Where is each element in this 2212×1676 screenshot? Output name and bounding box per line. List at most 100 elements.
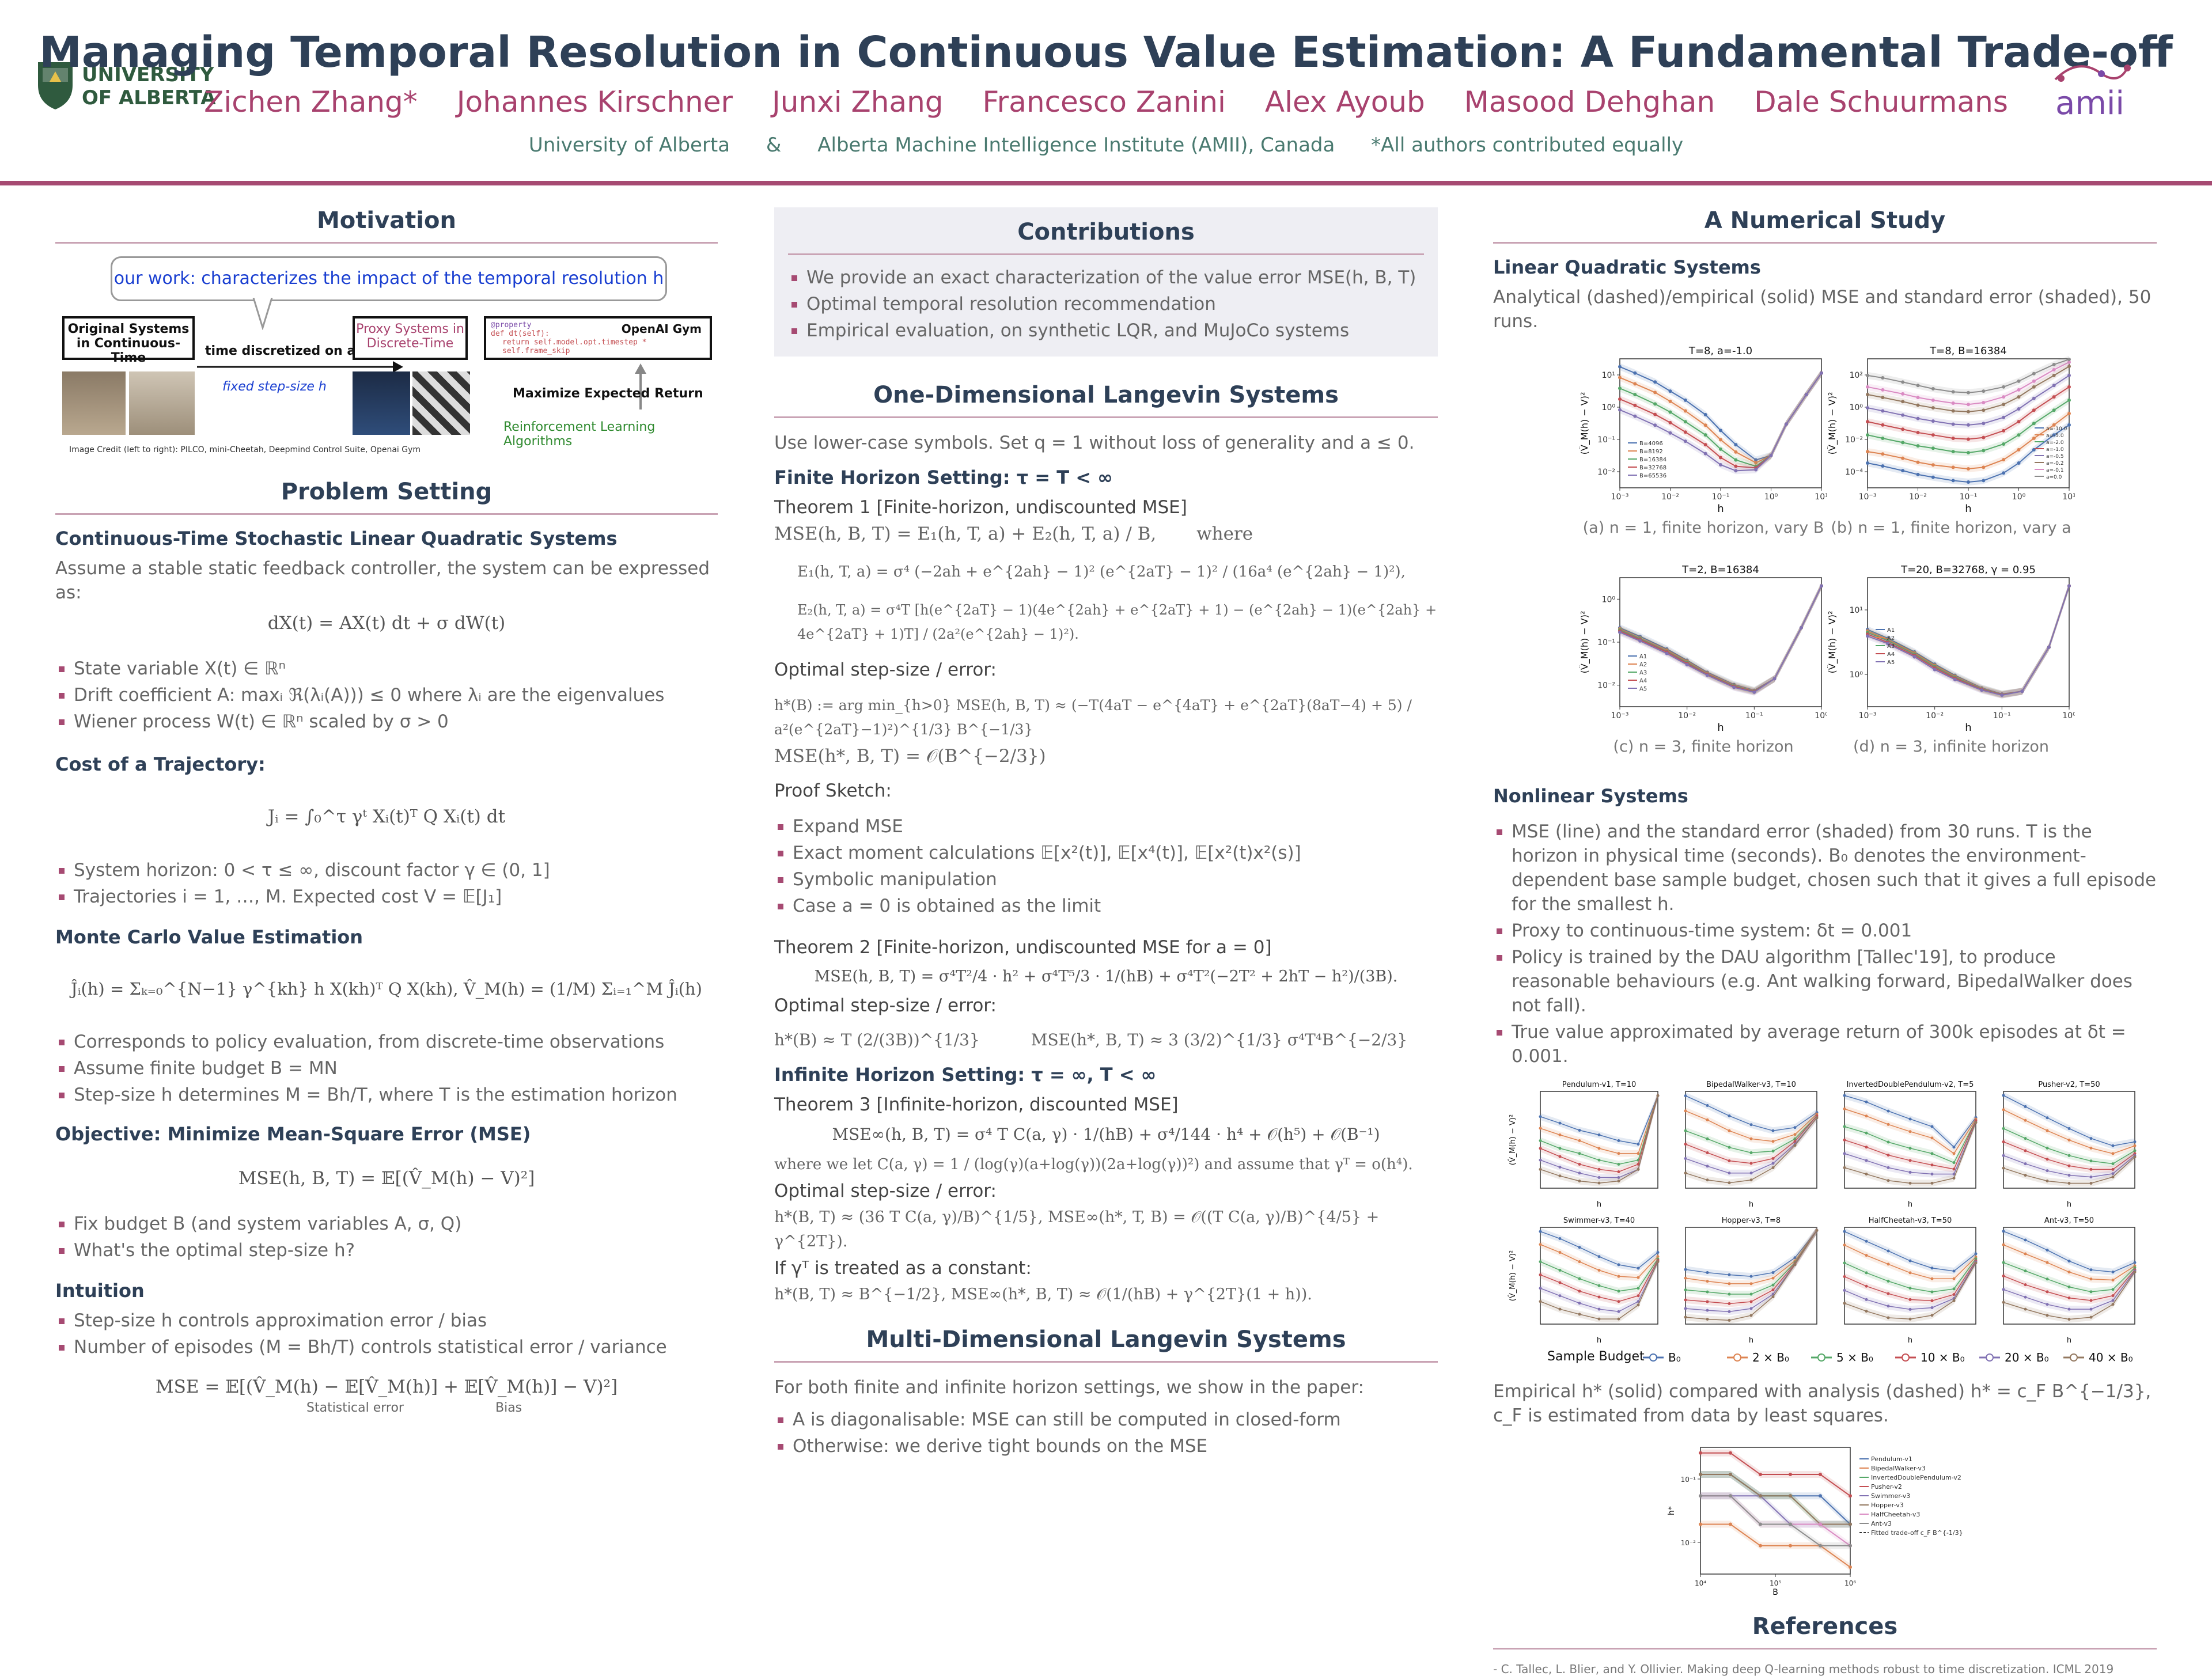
x-axis-label: B: [1772, 1588, 1778, 1597]
data-point: [1866, 461, 1869, 465]
series-band: [1540, 1258, 1658, 1315]
chart-a: T=8, a=-1.0 h (V̂_M(h) − V)² 10⁻³ 10⁻² 10⁻¹ 10…: [1580, 345, 1827, 514]
x-tick-label: 10⁻²: [1661, 492, 1679, 502]
data-point: [1578, 1277, 1581, 1280]
list-item: Optimal temporal resolution recommendati…: [788, 292, 1424, 316]
data-point: [1952, 1161, 1956, 1165]
legend-entry: B₀: [1668, 1351, 1681, 1364]
data-point: [1865, 1271, 1868, 1275]
chart-title: Swimmer-v3, T=40: [1563, 1216, 1635, 1225]
data-point: [2002, 385, 2006, 389]
chart-title: HalfCheetah-v3, T=50: [1869, 1216, 1952, 1225]
university-logo-text: UNIVERSITY OF ALBERTA: [82, 63, 216, 109]
data-point: [2017, 395, 2021, 399]
data-point: [1749, 1178, 1753, 1182]
objective-subtitle: Objective: Minimize Mean-Square Error (M…: [55, 1123, 531, 1145]
data-point: [1637, 1300, 1640, 1303]
data-point: [1539, 1243, 1542, 1246]
data-point: [1749, 1292, 1753, 1296]
data-point: [1684, 1109, 1687, 1113]
author-name: Zichen Zhang*: [204, 85, 418, 119]
data-point: [1539, 1147, 1542, 1150]
data-point: [1865, 1146, 1868, 1149]
x-tick-label: 10⁴: [1695, 1579, 1706, 1587]
data-point: [1916, 431, 1920, 435]
lqr-bullets: State variable X(t) ∈ ℝⁿ Drift coefficie…: [55, 657, 718, 734]
x-axis-label: h: [1597, 1200, 1601, 1209]
data-point: [1558, 1294, 1562, 1298]
data-point: [1578, 1313, 1581, 1316]
data-point: [2133, 1149, 2137, 1152]
multi-dim-intro: For both finite and infinite horizon set…: [774, 1377, 1364, 1398]
data-point: [1952, 1146, 1956, 1149]
data-point: [2024, 1137, 2027, 1140]
data-point: [1618, 376, 1622, 380]
series-band: [1685, 1107, 1817, 1145]
data-point: [1637, 1294, 1640, 1298]
data-point: [1916, 384, 1920, 388]
data-point: [1930, 1290, 1934, 1294]
data-point: [1952, 1177, 1956, 1180]
data-point: [1665, 651, 1669, 655]
data-point: [1578, 1152, 1581, 1155]
data-point: [1749, 1162, 1753, 1165]
data-point: [1887, 1305, 1890, 1308]
bias-variance-equation: MSE = 𝔼[(V̂_M(h) − 𝔼[V̂_M(h)] + 𝔼[V̂_M(h…: [155, 1377, 618, 1397]
data-point: [2020, 689, 2024, 693]
theorem-1-eq-1: MSE(h, B, T) = E₁(h, T, a) + E₂(h, T, a)…: [774, 522, 1438, 546]
legend-entry: A1: [1639, 654, 1647, 660]
intuition-subtitle: Intuition: [55, 1280, 145, 1302]
data-point: [1916, 416, 1920, 420]
data-point: [1719, 456, 1722, 460]
theorem-2-eq: MSE(h, B, T) = σ⁴T²/4 · h² + σ⁴T⁵/3 · 1/…: [814, 968, 1398, 985]
x-tick-label: 10⁻¹: [1712, 492, 1730, 502]
chart-title: T=2, B=16384: [1681, 564, 1759, 576]
data-point: [1578, 1171, 1581, 1175]
list-item: State variable X(t) ∈ ℝⁿ: [55, 657, 718, 681]
legend-entry: A4: [1887, 651, 1895, 658]
data-point: [2067, 357, 2071, 361]
data-point: [1887, 1123, 1890, 1126]
y-tick-label: 10⁰: [1850, 403, 1863, 412]
data-point: [1668, 389, 1672, 393]
data-point: [1703, 413, 1707, 417]
data-point: [1578, 1162, 1581, 1166]
data-point: [2052, 408, 2056, 412]
data-point: [1901, 469, 1905, 473]
motivation-bubble: our work: characterizes the impact of th…: [111, 256, 667, 301]
data-point: [1597, 1268, 1601, 1272]
data-point: [1597, 1133, 1601, 1136]
data-point: [1578, 1129, 1581, 1132]
data-point: [1684, 1157, 1687, 1161]
data-point: [2046, 1248, 2049, 1252]
series-band: [1700, 1471, 1850, 1528]
legend-marker: [1986, 1353, 1994, 1362]
data-point: [1772, 677, 1777, 681]
data-point: [1881, 396, 1885, 400]
data-point: [1930, 1181, 1934, 1185]
list-item: Assume finite budget B = MN: [55, 1056, 718, 1080]
code-line-2: def dt(self):: [491, 329, 550, 338]
data-point: [1668, 431, 1672, 435]
reference-item: - C. Tallec, L. Blier, and Y. Ollivier. …: [1493, 1662, 2114, 1676]
data-point: [1706, 1300, 1709, 1303]
optimal-3-eq: h*(B, T) ≈ (36 T C(a, γ)/B)^{1/5}, MSE∞(…: [774, 1208, 1380, 1250]
series-band: [1685, 1227, 1817, 1298]
data-point: [1951, 450, 1955, 454]
list-item: Case a = 0 is obtained as the limit: [774, 894, 1438, 918]
data-point: [1953, 677, 1957, 681]
data-point: [2024, 1238, 2027, 1242]
data-point: [1578, 1180, 1581, 1183]
data-point: [1887, 1179, 1890, 1182]
data-point: [2067, 1296, 2071, 1300]
data-point: [2067, 584, 2071, 588]
x-axis-label: h: [1597, 1336, 1601, 1345]
x-axis-label: h: [1717, 503, 1724, 514]
affiliation-1: University of Alberta: [528, 134, 730, 157]
data-point: [1539, 1167, 1542, 1171]
data-point: [2017, 407, 2021, 411]
data-point: [1815, 1228, 1819, 1232]
chart-title: BipedalWalker-v3, T=10: [1706, 1080, 1796, 1089]
series-band: [2003, 1152, 2135, 1181]
legend-entry: a=-2.0: [2046, 440, 2064, 446]
